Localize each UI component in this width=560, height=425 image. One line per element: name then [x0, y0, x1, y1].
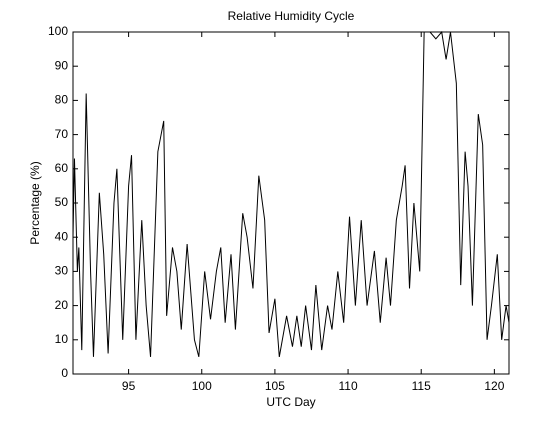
- y-tick-label: 20: [55, 298, 69, 312]
- x-tick-label: 110: [338, 379, 357, 393]
- y-tick-label: 60: [55, 161, 69, 175]
- x-tick-label: 100: [192, 379, 212, 393]
- y-tick-label: 10: [55, 332, 69, 346]
- chart-title: Relative Humidity Cycle: [228, 9, 355, 23]
- x-tick-label: 105: [265, 379, 285, 393]
- y-tick-label: 50: [55, 195, 69, 209]
- y-tick-label: 100: [48, 24, 68, 38]
- y-tick-label: 80: [55, 93, 69, 107]
- x-tick-label: 120: [484, 379, 504, 393]
- x-tick-label: 95: [122, 379, 136, 393]
- x-tick-label: 115: [412, 379, 431, 393]
- y-tick-label: 90: [55, 58, 69, 72]
- y-tick-label: 70: [55, 127, 69, 141]
- y-tick-label: 0: [61, 366, 68, 380]
- line-series: [72, 30, 510, 358]
- y-tick-label: 30: [55, 264, 69, 278]
- x-axis-label: UTC Day: [266, 395, 315, 409]
- y-tick-label: 40: [55, 229, 69, 243]
- y-axis-label: Percentage (%): [28, 161, 42, 244]
- plot-frame: [72, 31, 510, 375]
